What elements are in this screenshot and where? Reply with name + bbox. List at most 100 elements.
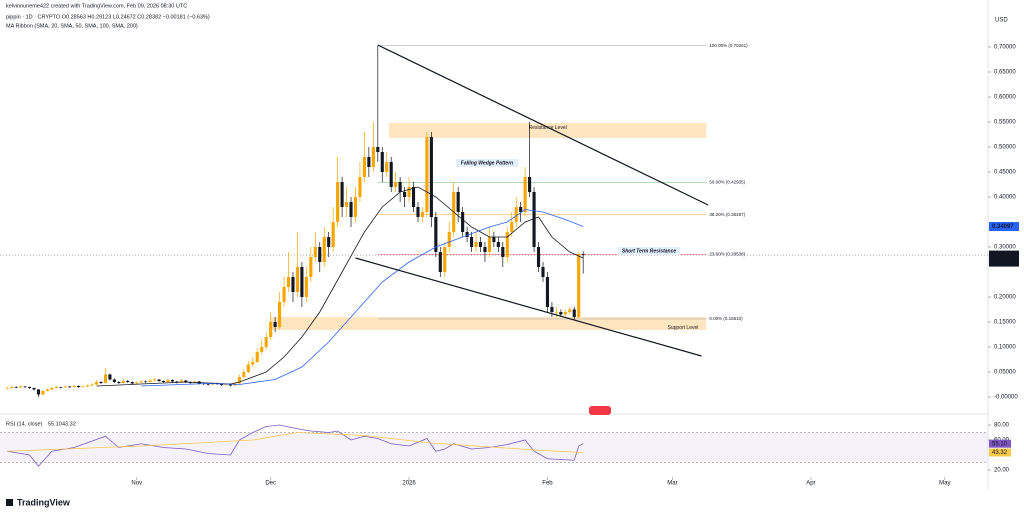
trendline [355, 257, 702, 357]
logo-text: TradingView [17, 497, 71, 507]
candle-body [394, 182, 398, 187]
candle-body [153, 379, 157, 381]
candle-body [246, 364, 250, 372]
candle-body [554, 312, 558, 313]
candle-body [523, 177, 527, 212]
candle-body [528, 177, 532, 192]
candle-body [224, 384, 228, 386]
candle-body [148, 380, 152, 382]
candle-body [157, 379, 161, 381]
event-badge[interactable] [589, 406, 611, 415]
candle-body [90, 384, 94, 386]
y-tick-label: 0.70000 [994, 45, 1016, 51]
candle-body [72, 386, 76, 387]
candle-body [514, 207, 518, 222]
candle-body [50, 388, 54, 390]
y-tick-label: 0.45000 [994, 170, 1016, 176]
candle-body [130, 382, 134, 384]
y-tick-label: 0.30000 [994, 245, 1016, 251]
candle-body [572, 309, 576, 317]
candle-body [166, 380, 170, 382]
candle-body [117, 382, 121, 383]
zone-label: Support Level [668, 325, 699, 331]
candle-body [36, 389, 41, 395]
candle-body [550, 307, 554, 312]
candle-body [327, 237, 331, 247]
trendline [377, 44, 709, 206]
candle-body [59, 387, 63, 388]
logo-mark [6, 499, 13, 506]
candle-body [77, 386, 81, 387]
candle-body [398, 182, 402, 192]
candle-body [349, 202, 353, 217]
candle-body [532, 192, 536, 247]
annotation-box [618, 247, 680, 255]
candle-body [286, 277, 291, 287]
price-badge [989, 222, 1019, 232]
fib-label: 38.20% (0.36487) [709, 212, 745, 217]
x-tick-label: Mar [667, 481, 677, 487]
y-tick-label: 0.50000 [994, 145, 1016, 151]
candle-body [389, 162, 393, 187]
candle-body [282, 287, 286, 302]
candle-body [5, 388, 9, 389]
candle-body [278, 302, 282, 327]
y-tick-label: 0.60000 [994, 95, 1016, 101]
price-badge [989, 255, 1019, 265]
price-badge-label: 0.27804 [992, 258, 1014, 264]
candle-body [94, 382, 99, 385]
moving-average [141, 209, 584, 387]
annotation-box [456, 159, 518, 167]
candle-body [144, 381, 148, 383]
currency: USD [995, 18, 1008, 24]
candle-body [425, 137, 429, 212]
candle-body [318, 247, 322, 262]
zone [388, 123, 707, 138]
rsi-tick-label: 80.00 [994, 423, 1010, 429]
candle-body [492, 237, 496, 242]
y-tick-label: 0.40000 [994, 195, 1016, 201]
candle-body [376, 147, 380, 152]
candle-body [295, 267, 299, 292]
candle-body [344, 202, 349, 207]
rsi-badge [989, 439, 1011, 448]
candle-body [403, 192, 407, 197]
candle-body [465, 232, 469, 237]
y-tick-label: 0.65000 [994, 70, 1016, 76]
price-badge [989, 250, 1019, 260]
candle-body [260, 347, 264, 352]
candle-body [429, 137, 433, 217]
candle-body [331, 222, 335, 247]
rsi-header-value: 43.32 [62, 421, 76, 427]
candle-body [340, 182, 344, 207]
candle-body [353, 197, 358, 217]
symbol-line: pippin · 1D · CRYPTO O0.28563 H0.29123 L… [6, 14, 210, 20]
candle-body [27, 387, 32, 388]
candle-body [461, 212, 465, 232]
y-tick-label: -0.00000 [994, 395, 1018, 401]
candle-body [483, 247, 487, 252]
annotation: Falling Wedge Pattern [461, 160, 513, 166]
candle-body [237, 377, 241, 384]
candle-body [456, 192, 460, 212]
candle-body [536, 247, 541, 267]
fib-label: 23.60% (0.28538) [709, 251, 745, 256]
candle-body [371, 147, 375, 167]
candle-body [112, 379, 116, 382]
candle-body [68, 386, 72, 388]
candle-body [309, 257, 313, 277]
candle-body [242, 372, 246, 377]
candle-body [161, 381, 166, 382]
fib-label: 50.00% (0.42935) [709, 180, 745, 185]
candle-body [545, 277, 550, 307]
candle-body [219, 384, 224, 385]
candle-body [291, 277, 295, 292]
candle-body [385, 162, 389, 172]
logo: TradingView [6, 497, 71, 507]
candle-body [336, 182, 340, 222]
candle-body [54, 387, 58, 388]
candle-body [126, 381, 130, 382]
rsi-tick-label: 20.00 [994, 468, 1010, 474]
x-tick-label: Apr [806, 481, 815, 487]
candle-body [45, 389, 49, 391]
